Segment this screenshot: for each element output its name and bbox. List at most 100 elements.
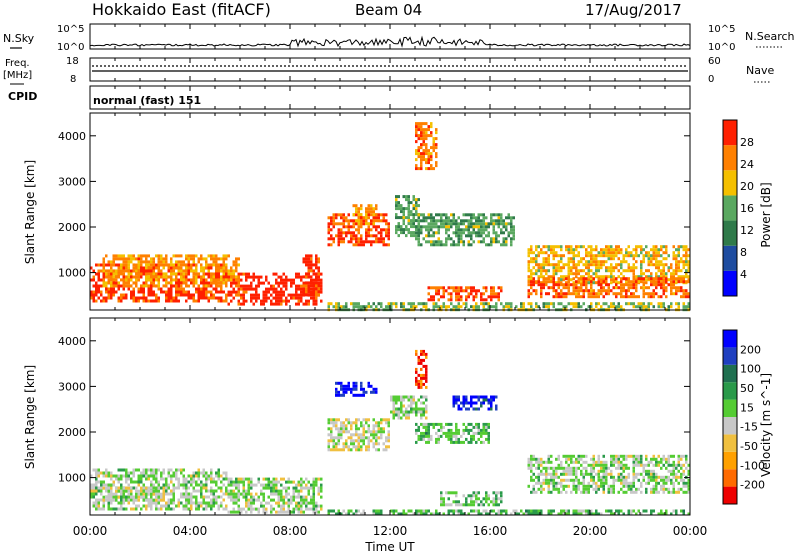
power-region [427,286,503,302]
velocity-heatmap [90,349,690,516]
colorbar-tick-label: 200 [740,343,761,356]
colorbar-tick-label: 28 [740,136,754,149]
date-title: 17/Aug/2017 [585,1,682,19]
velocity-region [440,491,503,507]
colorbar-segment [723,195,737,221]
velocity-region [390,395,428,420]
velocity-region [227,477,323,514]
colorbar-tick-label: 15 [740,401,754,414]
nsky-tick-bottom: 10^0 [57,42,84,53]
y-tick-label: 1000 [58,472,86,485]
nave-tick-bottom: 0 [708,74,714,85]
colorbar-tick-label: 24 [740,158,754,171]
colorbar-tick-label: 100 [740,363,761,376]
colorbar-segment [723,451,737,470]
y-tick-label: 2000 [58,426,86,439]
freq-tick-top: 18 [66,56,79,67]
velocity-colorbar-label: Velocity [m s^-1] [759,373,773,477]
y-tick-label: 2000 [58,221,86,234]
colorbar-tick-label: 12 [740,224,754,237]
colorbar-segment [723,245,737,271]
power-heatmap [90,122,690,312]
colorbar-segment [723,469,737,487]
colorbar-segment [723,399,737,417]
y-tick-label: 1000 [58,267,86,280]
freq-label-1: Freq. [5,58,30,69]
nsearch-label: N.Search [745,30,795,43]
x-tick-label: 00:00 [673,524,708,538]
colorbar-segment [723,434,737,452]
power-region [302,254,320,297]
cpid-text: normal (fast) 151 [93,94,201,107]
x-tick-label: 20:00 [573,524,608,538]
colorbar-tick-label: 16 [740,202,754,215]
colorbar-segment [723,382,737,400]
x-tick-label: 00:00 [73,524,108,538]
beam-title: Beam 04 [355,1,422,19]
colorbar-segment [723,220,737,246]
nave-label: Nave [746,64,774,77]
freq-tick-bottom: 8 [70,74,76,85]
colorbar-tick-label: -100 [740,459,765,472]
nsearch-tick-bottom: 10^0 [708,42,735,53]
velocity-ylabel: Slant Range [km] [23,365,37,469]
x-axis-label: Time UT [364,540,415,554]
colorbar-frame [722,119,738,297]
power-region [415,213,515,247]
nsearch-tick-top: 10^5 [708,24,735,35]
velocity-colorbar: 200 100 50 15 -15 -50 -100 -200 [722,329,765,505]
power-region [352,204,378,226]
y-tick-label: 4000 [58,335,86,348]
power-region [395,195,420,238]
colorbar-segment [723,486,737,504]
colorbar-segment [723,364,737,383]
x-tick-label: 16:00 [473,524,508,538]
power-ylabel: Slant Range [km] [23,160,37,264]
velocity-region [327,509,690,516]
time-x-ticks: 00:00 04:00 08:00 12:00 16:00 20:00 00:00 [73,24,708,538]
velocity-region [415,349,428,389]
cpid-label: CPID [8,90,37,103]
colorbar-tick-label: 8 [740,246,747,259]
power-region [415,122,438,171]
x-tick-label: 04:00 [173,524,208,538]
velocity-y-ticks: 4000 3000 2000 1000 [58,335,690,485]
colorbar-tick-label: 20 [740,180,754,193]
colorbar-tick-label: 4 [740,268,747,281]
y-tick-label: 3000 [58,175,86,188]
power-y-ticks: 4000 3000 2000 1000 [58,130,690,280]
colorbar-tick-label: -50 [740,440,758,453]
colorbar-segment [723,330,737,348]
colorbar-segment [723,120,737,146]
station-title: Hokkaido East (fitACF) [92,0,271,19]
velocity-region [335,381,378,397]
y-tick-label: 4000 [58,130,86,143]
colorbar-tick-label: -200 [740,479,765,492]
power-region [527,277,690,299]
x-tick-label: 08:00 [273,524,308,538]
power-colorbar-label: Power [dB] [759,182,773,247]
velocity-region [452,395,498,411]
colorbar-segment [723,170,737,196]
velocity-region [102,486,165,502]
y-tick-label: 3000 [58,380,86,393]
colorbar-segment [723,145,737,171]
nave-tick-top: 60 [708,56,721,67]
colorbar-segment [723,347,737,365]
nsky-tick-top: 10^5 [57,24,84,35]
power-region [102,254,240,288]
velocity-region [527,454,690,494]
freq-label-2: [MHz] [3,70,32,81]
velocity-region [415,422,490,444]
velocity-region [327,418,390,452]
power-colorbar: 28 24 20 16 12 8 4 [722,119,754,297]
colorbar-segment [723,417,737,435]
colorbar-tick-label: -15 [740,421,758,434]
colorbar-segment [723,270,737,296]
colorbar-tick-label: 50 [740,382,754,395]
colorbar-frame [722,329,738,505]
x-tick-label: 12:00 [373,524,408,538]
nsky-label: N.Sky [3,32,35,45]
power-region [227,272,323,306]
